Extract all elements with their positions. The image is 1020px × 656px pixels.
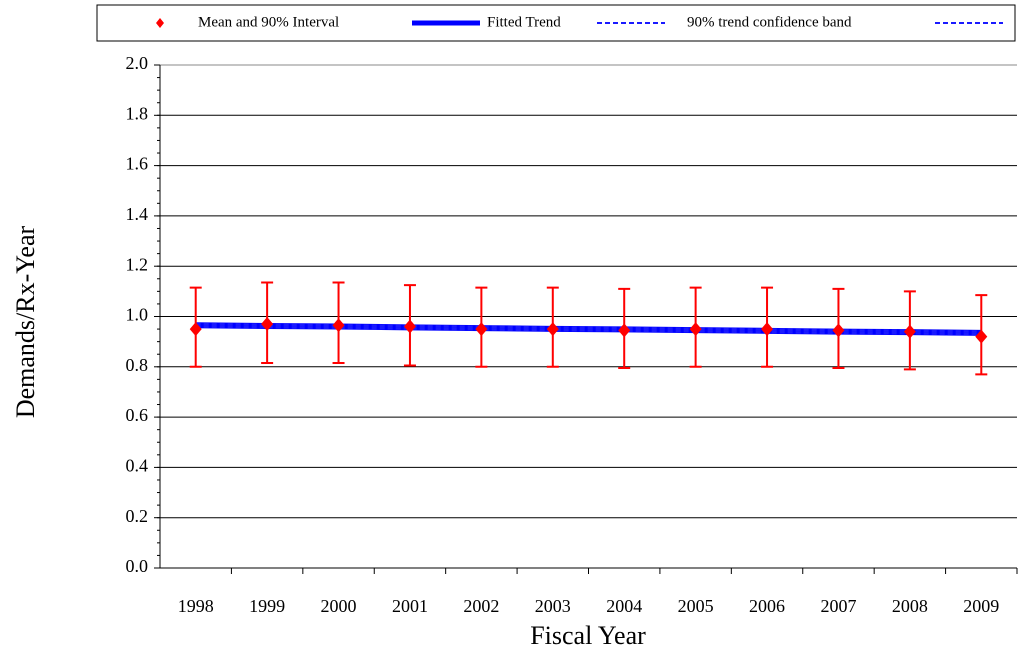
mean-marker — [618, 323, 631, 338]
y-tick-label: 0.4 — [126, 456, 149, 476]
y-tick-label: 1.8 — [126, 103, 149, 123]
y-tick-label: 1.2 — [126, 254, 149, 274]
x-tick-label: 1999 — [249, 596, 285, 616]
x-tick-label: 2007 — [820, 596, 856, 616]
y-tick-label: 2.0 — [126, 53, 149, 73]
x-axis-title: Fiscal Year — [530, 621, 646, 650]
x-tick-label: 2004 — [606, 596, 642, 616]
y-tick-label: 1.0 — [126, 305, 149, 325]
x-tick-label: 2006 — [749, 596, 785, 616]
legend-label: 90% trend confidence band — [687, 14, 852, 30]
band-line — [195, 325, 982, 336]
y-axis-title: Demands/Rx-Year — [11, 225, 40, 418]
x-tick-label: 2001 — [392, 596, 428, 616]
trend-line — [195, 322, 982, 336]
x-tick-label: 2002 — [463, 596, 499, 616]
mean-marker — [832, 323, 845, 338]
legend-marker — [156, 18, 164, 28]
y-tick-label: 0.2 — [126, 506, 149, 526]
legend-label: Fitted Trend — [487, 14, 561, 30]
x-tick-label: 2009 — [963, 596, 999, 616]
y-tick-label: 0.8 — [126, 355, 149, 375]
mean-marker — [975, 329, 988, 344]
mean-marker — [689, 322, 702, 337]
y-tick-label: 1.4 — [126, 204, 149, 224]
x-tick-label: 2005 — [678, 596, 714, 616]
mean-marker — [903, 324, 916, 339]
mean-marker — [189, 322, 202, 337]
mean-marker — [761, 322, 774, 337]
mean-marker — [546, 322, 559, 337]
legend-box — [96, 4, 1016, 42]
x-tick-label: 1998 — [178, 596, 214, 616]
legend-label: Mean and 90% Interval — [198, 14, 339, 30]
y-tick-label: 1.6 — [126, 154, 149, 174]
band-line — [195, 322, 982, 333]
y-tick-label: 0.0 — [126, 556, 149, 576]
y-tick-label: 0.6 — [126, 405, 149, 425]
mean-marker — [475, 322, 488, 337]
mean-marker — [403, 319, 416, 334]
x-tick-label: 2000 — [321, 596, 357, 616]
x-tick-label: 2003 — [535, 596, 571, 616]
mean-marker — [332, 318, 345, 333]
x-tick-label: 2008 — [892, 596, 928, 616]
mean-marker — [261, 317, 274, 332]
